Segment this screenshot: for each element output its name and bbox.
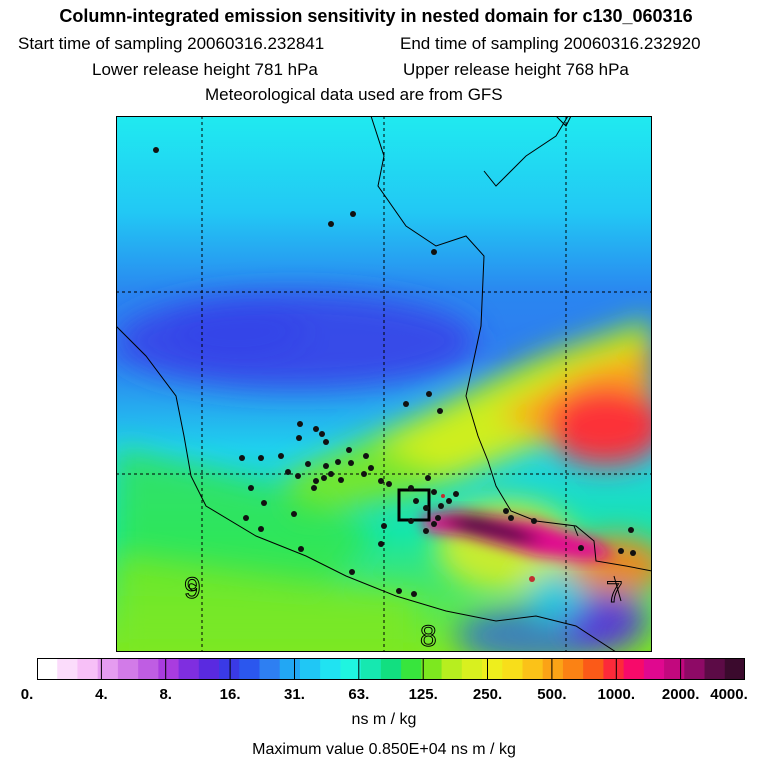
colorbar-cell <box>37 658 58 680</box>
colorbar-tick-label: 31. <box>284 686 305 703</box>
colorbar-cell <box>482 658 503 680</box>
colorbar-cell <box>623 658 645 680</box>
colorbar-cell <box>97 658 119 680</box>
contour-label: 8 <box>420 620 437 652</box>
colorbar-cell <box>704 658 726 680</box>
lower-release-label: Lower release height 781 hPa <box>92 60 318 79</box>
colorbar-cell <box>239 658 261 680</box>
colorbar-cell <box>522 658 544 680</box>
end-time-label: End time of sampling 20060316.232920 <box>400 34 701 53</box>
colorbar <box>37 658 745 680</box>
met-data-label: Meteorological data used are from GFS <box>205 85 503 104</box>
colorbar-tick-label: 250. <box>472 686 503 703</box>
colorbar-tick-label: 4. <box>95 686 108 703</box>
colorbar-cell <box>198 658 220 680</box>
colorbar-cell <box>542 658 564 680</box>
colorbar-cell <box>421 658 443 680</box>
colorbar-tick-label: 0. <box>20 686 34 703</box>
colorbar-cell <box>219 658 240 680</box>
colorbar-tick-label: 4000. <box>710 686 748 703</box>
colorbar-cell <box>320 658 342 680</box>
colorbar-tick-label: 125. <box>408 686 438 703</box>
colorbar-cell <box>340 658 362 680</box>
colorbar-cell <box>178 658 200 680</box>
upper-release-label: Upper release height 768 hPa <box>403 60 629 79</box>
release-box <box>397 488 431 522</box>
colorbar-cell <box>441 658 463 680</box>
colorbar-cell <box>684 658 706 680</box>
colorbar-tick-label: 500. <box>537 686 567 703</box>
colorbar-cell <box>259 658 281 680</box>
colorbar-cell <box>279 658 301 680</box>
colorbar-tick-label: 63. <box>348 686 370 703</box>
colorbar-cell <box>562 658 584 680</box>
colorbar-tick-label: 2000. <box>661 686 700 703</box>
colorbar-units: ns m / kg <box>351 711 417 728</box>
point-sources <box>153 147 636 597</box>
colorbar-tick-label: 8. <box>159 686 172 703</box>
colorbar-cell <box>380 658 402 680</box>
colorbar-cell <box>158 658 180 680</box>
colorbar-cell <box>724 658 745 680</box>
colorbar-cell <box>77 658 99 680</box>
colorbar-cell <box>664 658 685 680</box>
colorbar-tick-label: 1000. <box>597 686 636 703</box>
colorbar-cell <box>583 658 604 680</box>
colorbar-cell <box>57 658 79 680</box>
colorbar-cell <box>603 658 625 680</box>
start-time-label: Start time of sampling 20060316.232841 <box>18 34 325 53</box>
maximum-value-label: Maximum value 0.850E+04 ns m / kg <box>252 741 516 758</box>
colorbar-cell <box>138 658 159 680</box>
colorbar-cell <box>117 658 139 680</box>
colorbar-cell <box>643 658 665 680</box>
colorbar-cell <box>299 658 321 680</box>
colorbar-cell <box>401 658 422 680</box>
colorbar-cell <box>461 658 483 680</box>
colorbar-tick-label: 16. <box>219 686 241 703</box>
colorbar-cell <box>502 658 524 680</box>
contour-label: 9 <box>184 572 201 605</box>
colorbar-cell <box>360 658 382 680</box>
map-title: Column-integrated emission sensitivity i… <box>59 6 693 26</box>
contour-label: 7 <box>606 576 623 609</box>
emission-sensitivity-map: 9 8 7 <box>116 116 652 652</box>
